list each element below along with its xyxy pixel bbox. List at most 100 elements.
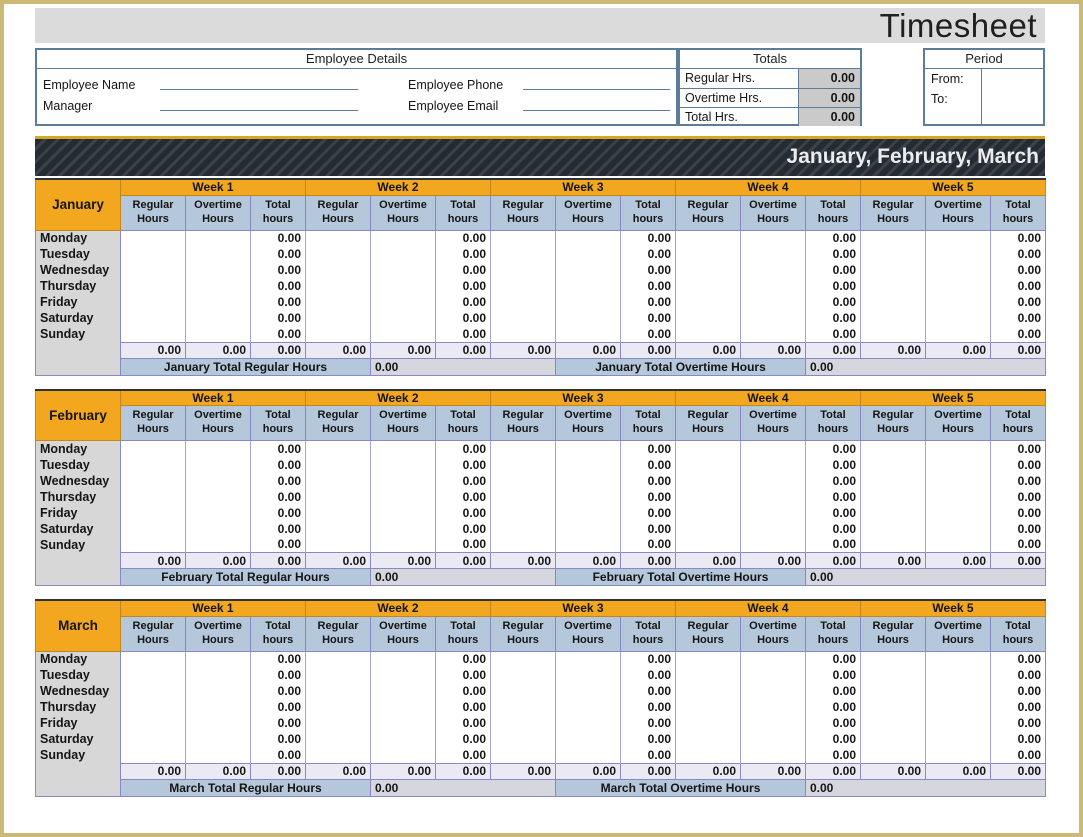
total-hours-cell[interactable]: 0.00 bbox=[250, 310, 306, 326]
total-hours-cell[interactable]: 0.00 bbox=[805, 488, 861, 505]
regular-hours-cell[interactable] bbox=[120, 310, 186, 326]
regular-hours-cell[interactable] bbox=[490, 456, 556, 473]
regular-hours-cell[interactable] bbox=[120, 230, 186, 246]
overtime-hours-cell[interactable] bbox=[555, 230, 621, 246]
regular-hours-cell[interactable] bbox=[675, 246, 741, 262]
overtime-hours-cell[interactable] bbox=[185, 326, 251, 342]
regular-hours-cell[interactable] bbox=[860, 488, 926, 505]
week-total-cell[interactable]: 0.00 bbox=[120, 552, 186, 569]
total-hours-cell[interactable]: 0.00 bbox=[435, 230, 491, 246]
total-hours-cell[interactable]: 0.00 bbox=[620, 310, 676, 326]
overtime-hours-cell[interactable] bbox=[370, 230, 436, 246]
week-total-cell[interactable]: 0.00 bbox=[305, 762, 371, 780]
overtime-hours-cell[interactable] bbox=[555, 310, 621, 326]
overtime-hours-cell[interactable] bbox=[185, 520, 251, 537]
total-hours-cell[interactable]: 0.00 bbox=[620, 504, 676, 521]
regular-hours-cell[interactable] bbox=[675, 310, 741, 326]
overtime-hours-cell[interactable] bbox=[555, 294, 621, 310]
regular-hours-cell[interactable] bbox=[675, 536, 741, 553]
overtime-hours-cell[interactable] bbox=[555, 715, 621, 731]
total-hours-cell[interactable]: 0.00 bbox=[805, 278, 861, 294]
regular-hours-cell[interactable] bbox=[675, 440, 741, 457]
regular-hours-cell[interactable] bbox=[490, 504, 556, 521]
overtime-hours-cell[interactable] bbox=[740, 440, 806, 457]
total-hours-cell[interactable]: 0.00 bbox=[250, 246, 306, 262]
regular-hours-cell[interactable] bbox=[305, 310, 371, 326]
total-hours-cell[interactable]: 0.00 bbox=[805, 326, 861, 342]
regular-hours-cell[interactable] bbox=[490, 683, 556, 699]
regular-hours-cell[interactable] bbox=[860, 699, 926, 715]
regular-hours-cell[interactable] bbox=[860, 667, 926, 683]
week-total-cell[interactable]: 0.00 bbox=[435, 552, 491, 569]
total-hours-cell[interactable]: 0.00 bbox=[805, 504, 861, 521]
overtime-hours-cell[interactable] bbox=[555, 536, 621, 553]
total-hours-cell[interactable]: 0.00 bbox=[805, 440, 861, 457]
regular-hours-cell[interactable] bbox=[860, 520, 926, 537]
regular-hours-cell[interactable] bbox=[305, 731, 371, 747]
overtime-hours-cell[interactable] bbox=[185, 715, 251, 731]
regular-hours-cell[interactable] bbox=[305, 715, 371, 731]
regular-hours-cell[interactable] bbox=[490, 667, 556, 683]
week-total-cell[interactable]: 0.00 bbox=[925, 552, 991, 569]
regular-hours-cell[interactable] bbox=[860, 294, 926, 310]
total-hours-cell[interactable]: 0.00 bbox=[990, 683, 1046, 699]
total-hours-cell[interactable]: 0.00 bbox=[435, 456, 491, 473]
overtime-hours-cell[interactable] bbox=[925, 440, 991, 457]
total-hours-cell[interactable]: 0.00 bbox=[250, 262, 306, 278]
overtime-hours-cell[interactable] bbox=[185, 536, 251, 553]
total-hours-cell[interactable]: 0.00 bbox=[250, 488, 306, 505]
week-total-cell[interactable]: 0.00 bbox=[490, 341, 556, 359]
week-total-cell[interactable]: 0.00 bbox=[675, 762, 741, 780]
total-hours-cell[interactable]: 0.00 bbox=[620, 246, 676, 262]
regular-hours-cell[interactable] bbox=[120, 747, 186, 763]
overtime-hours-cell[interactable] bbox=[370, 747, 436, 763]
total-hours-cell[interactable]: 0.00 bbox=[805, 536, 861, 553]
total-hours-cell[interactable]: 0.00 bbox=[990, 488, 1046, 505]
total-hours-cell[interactable]: 0.00 bbox=[435, 667, 491, 683]
regular-hours-cell[interactable] bbox=[120, 294, 186, 310]
month-total-overtime-value[interactable]: 0.00 bbox=[805, 568, 1046, 586]
employee-phone-input-line[interactable] bbox=[523, 75, 670, 90]
regular-hours-cell[interactable] bbox=[490, 651, 556, 667]
overtime-hours-cell[interactable] bbox=[185, 699, 251, 715]
week-total-cell[interactable]: 0.00 bbox=[990, 762, 1046, 780]
regular-hours-cell[interactable] bbox=[675, 683, 741, 699]
total-hours-cell[interactable]: 0.00 bbox=[620, 230, 676, 246]
regular-hours-cell[interactable] bbox=[675, 472, 741, 489]
regular-hours-cell[interactable] bbox=[305, 472, 371, 489]
week-total-cell[interactable]: 0.00 bbox=[370, 762, 436, 780]
total-hours-cell[interactable]: 0.00 bbox=[805, 294, 861, 310]
total-hours-cell[interactable]: 0.00 bbox=[620, 520, 676, 537]
overtime-hours-cell[interactable] bbox=[370, 456, 436, 473]
overtime-hours-cell[interactable] bbox=[185, 731, 251, 747]
overtime-hours-cell[interactable] bbox=[185, 747, 251, 763]
total-hours-cell[interactable]: 0.00 bbox=[250, 715, 306, 731]
total-hours-cell[interactable]: 0.00 bbox=[990, 731, 1046, 747]
week-total-cell[interactable]: 0.00 bbox=[185, 552, 251, 569]
week-total-cell[interactable]: 0.00 bbox=[370, 341, 436, 359]
regular-hours-cell[interactable] bbox=[490, 294, 556, 310]
total-hours-cell[interactable]: 0.00 bbox=[620, 699, 676, 715]
total-hours-cell[interactable]: 0.00 bbox=[990, 699, 1046, 715]
total-hours-cell[interactable]: 0.00 bbox=[990, 747, 1046, 763]
regular-hours-cell[interactable] bbox=[490, 278, 556, 294]
total-hours-cell[interactable]: 0.00 bbox=[250, 456, 306, 473]
total-hours-cell[interactable]: 0.00 bbox=[990, 326, 1046, 342]
week-total-cell[interactable]: 0.00 bbox=[305, 552, 371, 569]
regular-hours-cell[interactable] bbox=[675, 667, 741, 683]
total-hours-cell[interactable]: 0.00 bbox=[435, 440, 491, 457]
regular-hours-cell[interactable] bbox=[490, 246, 556, 262]
employee-name-input-line[interactable] bbox=[160, 75, 358, 90]
overtime-hours-cell[interactable] bbox=[740, 326, 806, 342]
total-hours-cell[interactable]: 0.00 bbox=[250, 699, 306, 715]
overtime-hours-cell[interactable] bbox=[740, 310, 806, 326]
overtime-hours-cell[interactable] bbox=[185, 667, 251, 683]
total-hours-cell[interactable]: 0.00 bbox=[990, 278, 1046, 294]
overtime-hours-cell[interactable] bbox=[925, 504, 991, 521]
total-hours-cell[interactable]: 0.00 bbox=[435, 699, 491, 715]
overtime-hours-cell[interactable] bbox=[185, 246, 251, 262]
total-hours-cell[interactable]: 0.00 bbox=[620, 667, 676, 683]
overtime-hours-cell[interactable] bbox=[740, 246, 806, 262]
regular-hours-cell[interactable] bbox=[860, 504, 926, 521]
total-hours-cell[interactable]: 0.00 bbox=[990, 504, 1046, 521]
